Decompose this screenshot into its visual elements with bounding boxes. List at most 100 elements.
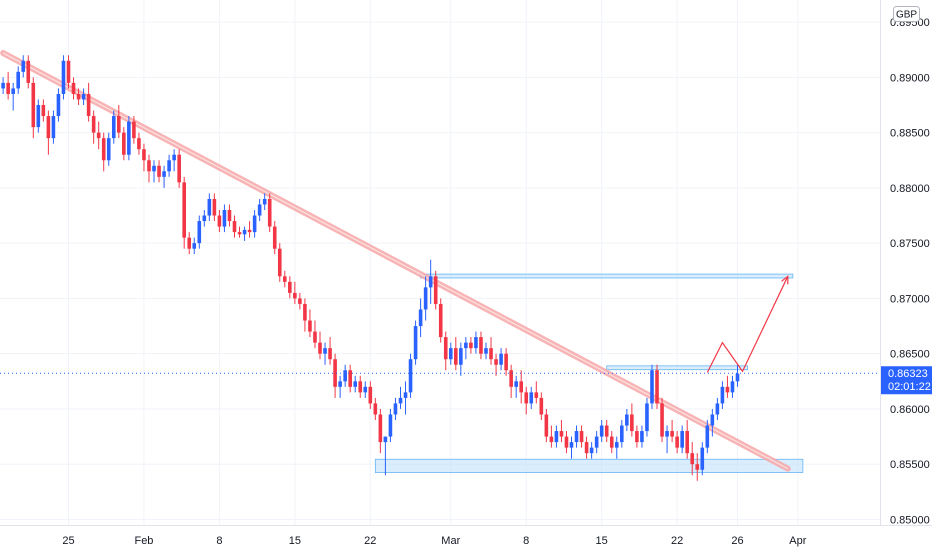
- candle: [232, 215, 237, 238]
- candle: [574, 425, 579, 448]
- candle-body: [594, 436, 599, 448]
- candle-body: [76, 93, 81, 100]
- candle: [675, 431, 679, 454]
- candle: [700, 442, 705, 476]
- candle-body: [56, 93, 61, 117]
- candle-body: [524, 392, 529, 404]
- price-tick-label: 0.87500: [890, 238, 930, 250]
- candle: [56, 88, 61, 122]
- candle: [544, 408, 549, 443]
- candle-body: [398, 397, 403, 404]
- candle: [76, 88, 81, 105]
- candle-body: [66, 60, 71, 83]
- candle: [735, 364, 740, 387]
- projection-path[interactable]: [706, 276, 789, 373]
- candle-body: [252, 215, 257, 233]
- price-axis[interactable]: 0.85000 0.85500 0.86000 0.86500 0.87000 0.875…: [890, 17, 930, 526]
- candle-body: [715, 403, 720, 415]
- candle: [363, 381, 368, 398]
- candle: [438, 298, 443, 343]
- candle: [378, 408, 383, 454]
- candle-body: [433, 276, 438, 304]
- candle: [584, 436, 589, 459]
- candle: [157, 160, 161, 183]
- candle: [31, 77, 36, 139]
- candle: [257, 198, 262, 222]
- candle-body: [127, 121, 131, 155]
- currency-badge[interactable]: GBP: [893, 6, 920, 22]
- candle-body: [569, 442, 574, 448]
- candle-body: [122, 132, 126, 155]
- candle-body: [152, 165, 156, 172]
- candle: [86, 82, 91, 122]
- candle: [403, 381, 408, 415]
- candle: [509, 364, 513, 398]
- candle: [91, 110, 96, 144]
- candle-body: [26, 60, 31, 83]
- candle-body: [303, 303, 307, 321]
- candle: [172, 149, 176, 172]
- candle: [494, 353, 498, 376]
- time-tick-label: 15: [289, 535, 301, 547]
- candle-body: [589, 447, 594, 454]
- candle: [127, 116, 131, 161]
- candle: [348, 364, 352, 393]
- candle: [277, 243, 282, 282]
- candle-body: [222, 210, 227, 227]
- candle-body: [318, 342, 322, 354]
- candle: [594, 431, 599, 454]
- candle-body: [101, 138, 106, 161]
- candle-body: [584, 442, 589, 454]
- candle-body: [514, 381, 518, 387]
- candle-body: [293, 292, 297, 299]
- candle: [51, 110, 56, 144]
- projection-arrow[interactable]: [706, 275, 789, 373]
- candle: [21, 55, 26, 78]
- candle: [448, 342, 453, 365]
- candle: [222, 204, 227, 233]
- candlestick-series: [1, 55, 740, 481]
- price-tick-label: 0.87000: [890, 293, 930, 305]
- candle-body: [680, 431, 684, 448]
- time-axis[interactable]: 25 Feb 8 15 22 Mar 8 15 22 26 Apr: [62, 535, 806, 547]
- candle-body: [187, 237, 192, 249]
- candle-body: [257, 204, 262, 216]
- zone-top-resistance[interactable]: [420, 273, 794, 279]
- candle-body: [212, 198, 217, 216]
- candle: [187, 232, 192, 255]
- candle-body: [438, 303, 443, 338]
- candle-body: [474, 337, 478, 349]
- candle-body: [358, 381, 363, 393]
- projection-arrowhead: [781, 275, 789, 285]
- candle: [132, 116, 136, 144]
- candle: [569, 436, 574, 459]
- time-tick-label: 8: [216, 535, 222, 547]
- candle: [61, 55, 66, 100]
- candle-body: [695, 464, 700, 470]
- candle: [559, 420, 564, 443]
- candle: [635, 425, 639, 448]
- candle: [690, 442, 695, 476]
- candle-body: [509, 370, 513, 387]
- candle-body: [172, 154, 176, 161]
- candle: [650, 364, 654, 409]
- candle-body: [604, 425, 609, 437]
- zone-breakout-level[interactable]: [606, 365, 748, 371]
- candle-body: [479, 337, 483, 354]
- candle-body: [494, 359, 498, 365]
- candle-body: [650, 370, 654, 404]
- candle: [514, 375, 518, 398]
- candle: [247, 221, 252, 238]
- candle-body: [36, 105, 41, 128]
- zone-support-base[interactable]: [374, 458, 804, 473]
- candle: [529, 386, 534, 409]
- candle: [81, 88, 86, 105]
- time-tick-label: 22: [364, 535, 376, 547]
- candle-body: [469, 342, 473, 349]
- candle-body: [559, 431, 564, 437]
- candle: [625, 408, 629, 432]
- candle: [695, 453, 700, 481]
- candle-body: [348, 370, 352, 387]
- candle: [147, 154, 151, 183]
